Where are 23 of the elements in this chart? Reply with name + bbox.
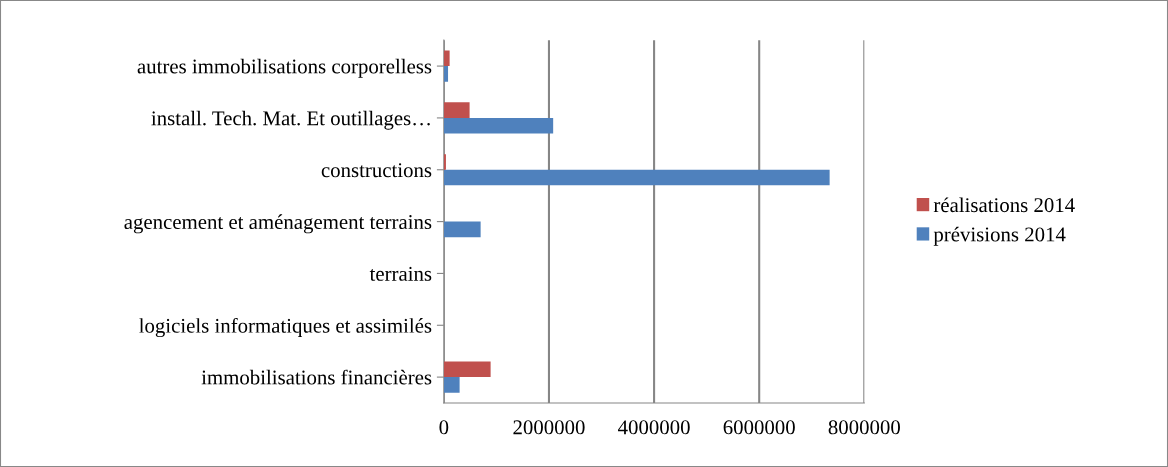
x-tick-label: 0	[439, 420, 449, 435]
bar	[443, 66, 449, 82]
bar	[443, 221, 481, 238]
x-tick-label: 4000000	[618, 420, 690, 435]
legend-label: réalisations 2014	[933, 197, 1075, 213]
y-tick-label: immobilisations financières	[201, 369, 432, 385]
bar	[443, 50, 450, 67]
bar	[443, 377, 460, 393]
x-tick-label: 2000000	[513, 420, 585, 435]
bar	[443, 117, 554, 134]
bar	[443, 361, 491, 378]
bar	[443, 154, 446, 170]
legend-label: prévisions 2014	[933, 226, 1066, 246]
y-tick-label: agencement et aménagement terrains	[124, 214, 432, 234]
y-tick-label: install. Tech. Mat. Et outillages…	[151, 110, 430, 130]
y-tick-label: terrains	[369, 266, 432, 281]
y-tick-label: logiciels informatiques et assimilés	[139, 317, 432, 338]
x-tick-label: 6000000	[723, 420, 795, 435]
y-tick-label: constructions	[321, 163, 432, 178]
y-tick-label: autres immobilisations corporelless	[137, 58, 432, 78]
bar	[443, 102, 470, 118]
bar	[443, 169, 830, 186]
x-tick-label: 8000000	[828, 420, 900, 435]
